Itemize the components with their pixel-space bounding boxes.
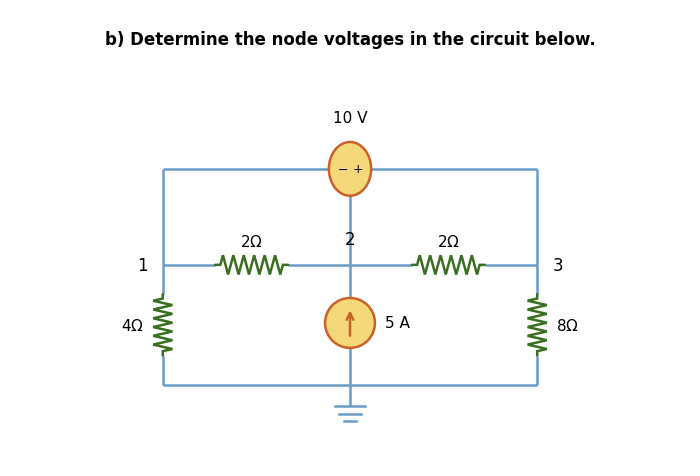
Text: 2$\Omega$: 2$\Omega$ [437,233,460,249]
Text: 2$\Omega$: 2$\Omega$ [240,233,263,249]
Text: 8$\Omega$: 8$\Omega$ [556,317,579,333]
Text: 5 A: 5 A [384,316,409,331]
Text: 3: 3 [552,256,564,274]
Text: $+$: $+$ [352,163,363,176]
Text: 2: 2 [344,230,356,248]
Text: 10 V: 10 V [332,110,368,126]
Text: $-$: $-$ [337,163,348,176]
Text: b) Determine the node voltages in the circuit below.: b) Determine the node voltages in the ci… [104,30,596,49]
Ellipse shape [329,143,371,196]
Text: 4$\Omega$: 4$\Omega$ [121,317,144,333]
Circle shape [325,298,375,348]
Text: 1: 1 [136,256,148,274]
